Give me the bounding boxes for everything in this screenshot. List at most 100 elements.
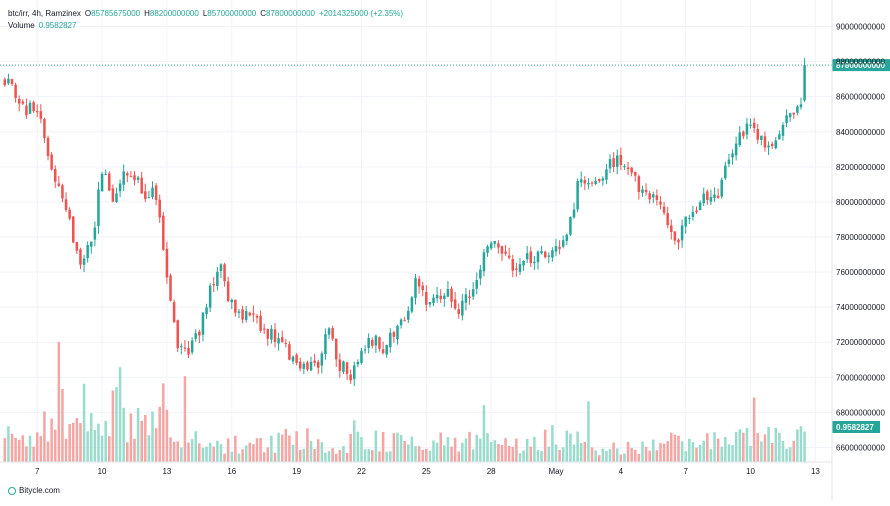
candle-body xyxy=(579,179,583,183)
candle-body xyxy=(695,210,698,213)
candle-body xyxy=(770,143,774,147)
volume-bar xyxy=(194,431,198,462)
candle-body xyxy=(381,349,385,353)
low-value: 85700000000 xyxy=(207,9,257,18)
candle-body xyxy=(111,188,115,202)
volume-bar xyxy=(28,435,32,462)
candle-body xyxy=(313,360,316,363)
volume-bar xyxy=(273,452,277,462)
candle-body xyxy=(144,191,147,199)
low-label: L xyxy=(202,9,208,18)
candle-body xyxy=(367,337,370,348)
volume-bar xyxy=(788,447,792,462)
candle-body xyxy=(536,251,540,263)
candle-body xyxy=(90,241,93,247)
candle-body xyxy=(507,255,511,258)
volume-bar xyxy=(518,453,522,462)
volume-bar xyxy=(115,387,118,462)
candle-body xyxy=(176,320,179,349)
volume-bar xyxy=(331,448,334,462)
candle-body xyxy=(533,261,536,264)
volume-bar xyxy=(742,432,745,462)
candle-body xyxy=(71,216,75,243)
volume-bar xyxy=(698,444,702,462)
volume-bar xyxy=(536,450,540,462)
candle-body xyxy=(677,239,680,243)
volume-bar xyxy=(425,448,428,462)
volume-bar xyxy=(572,444,576,462)
volume-bar xyxy=(32,446,35,462)
candle-body xyxy=(727,159,731,164)
volume-bar xyxy=(392,433,396,462)
candle-body xyxy=(493,241,497,244)
volume-bar xyxy=(641,441,644,462)
volume-bar xyxy=(252,444,255,462)
candle-body xyxy=(302,363,306,369)
x-tick-label: 10 xyxy=(98,467,107,476)
candle-body xyxy=(108,173,111,191)
volume-bar xyxy=(482,405,486,462)
candle-body xyxy=(255,315,259,318)
candle-body xyxy=(21,101,25,104)
candle-body xyxy=(118,183,122,192)
candle-body xyxy=(749,124,752,126)
y-tick-label: 78000000000 xyxy=(836,233,885,242)
volume-bar xyxy=(680,441,684,462)
x-tick-label: 28 xyxy=(487,467,496,476)
volume-bar xyxy=(71,422,75,462)
candle-body xyxy=(262,328,266,330)
candle-body xyxy=(565,234,569,241)
candle-body xyxy=(252,313,255,315)
candle-body xyxy=(291,356,295,362)
volume-bar xyxy=(288,435,291,462)
volume-bar xyxy=(187,442,190,462)
x-tick-label: 10 xyxy=(746,467,755,476)
candle-body xyxy=(35,111,39,113)
volume-bar xyxy=(385,451,388,462)
volume-bar xyxy=(21,435,25,462)
volume-bar xyxy=(605,450,608,462)
candle-body xyxy=(86,245,89,259)
volume-bar xyxy=(136,407,140,462)
volume-bar xyxy=(756,433,760,462)
candle-body xyxy=(731,153,734,158)
volume-bar xyxy=(104,421,107,462)
candle-body xyxy=(428,302,432,305)
candle-body xyxy=(147,197,151,199)
candle-body xyxy=(796,106,799,113)
candle-body xyxy=(637,176,641,193)
candle-body xyxy=(421,285,424,291)
candle-body xyxy=(349,374,352,381)
volume-bar xyxy=(111,390,115,462)
candle-body xyxy=(190,340,194,353)
volume-bar xyxy=(169,437,172,462)
candle-body xyxy=(244,311,248,320)
candle-body xyxy=(28,102,32,114)
candle-body xyxy=(356,361,360,365)
candle-body xyxy=(767,145,770,148)
candle-body xyxy=(529,251,533,263)
volume-bar xyxy=(129,413,133,462)
volume-bar xyxy=(684,451,687,462)
x-tick-label: 16 xyxy=(227,467,236,476)
candle-body xyxy=(43,118,46,139)
volume-bar xyxy=(208,442,212,462)
volume-bar xyxy=(515,438,518,462)
volume-bar xyxy=(497,444,500,462)
candle-body xyxy=(183,347,187,349)
volume-bar xyxy=(97,423,100,462)
candle-body xyxy=(64,199,68,210)
candle-body xyxy=(432,297,435,304)
candle-body xyxy=(641,189,644,193)
volume-bar xyxy=(587,401,590,462)
candle-body xyxy=(670,225,673,233)
candle-body xyxy=(525,253,529,260)
volume-bar xyxy=(446,437,450,462)
volume-bar xyxy=(248,442,252,462)
candle-body xyxy=(713,194,716,198)
y-tick-label: 90000000000 xyxy=(836,23,885,32)
candle-body xyxy=(97,189,100,227)
volume-bar xyxy=(731,445,734,462)
